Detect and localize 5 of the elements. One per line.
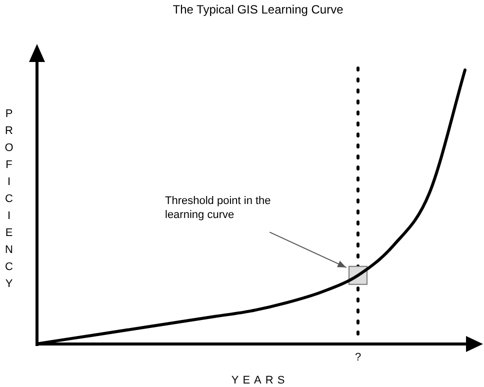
annotation: Threshold point in the learning curve [165,194,271,221]
chart-title: The Typical GIS Learning Curve [172,2,344,16]
x-axis-title: YEARS [231,374,289,387]
text: ? [354,351,362,364]
text: PROFICIENCY [4,108,14,290]
